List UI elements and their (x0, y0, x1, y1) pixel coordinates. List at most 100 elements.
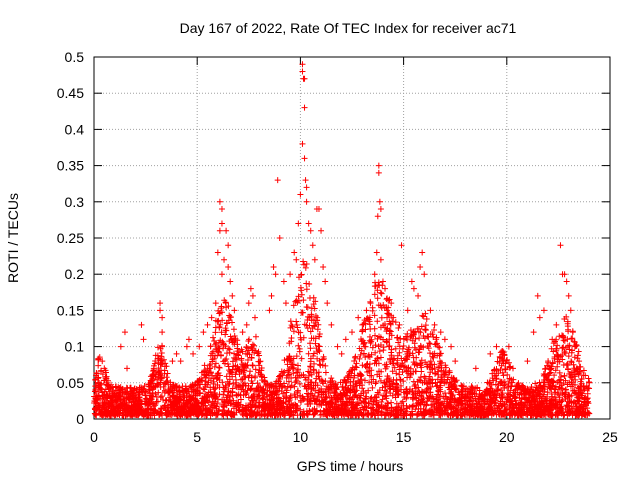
data-point-marker (310, 352, 317, 359)
data-point-marker (398, 400, 405, 407)
data-point-marker (560, 333, 567, 340)
data-point-marker (568, 392, 575, 399)
data-point-marker (446, 379, 453, 386)
data-point-marker (386, 311, 393, 318)
data-point-marker (183, 343, 190, 350)
data-point-marker (372, 342, 379, 349)
data-point-marker (212, 341, 219, 348)
data-point-marker (276, 399, 283, 406)
data-point-marker (505, 383, 512, 390)
data-point-marker (307, 340, 314, 347)
data-point-marker (386, 296, 393, 303)
data-point-marker (473, 411, 480, 418)
data-point-marker (505, 359, 512, 366)
data-point-marker (232, 371, 239, 378)
data-point-marker (582, 372, 589, 379)
data-point-marker (546, 379, 553, 386)
data-point-marker (283, 389, 290, 396)
data-point-marker (362, 343, 369, 350)
data-point-marker (95, 362, 102, 369)
data-point-marker (157, 307, 164, 314)
data-point-marker (388, 404, 395, 411)
data-point-marker (223, 356, 230, 363)
data-point-marker (157, 394, 164, 401)
data-point-marker (294, 412, 301, 419)
data-point-marker (412, 381, 419, 388)
data-point-marker (364, 315, 371, 322)
data-point-marker (200, 329, 207, 336)
data-point-marker (379, 278, 386, 285)
data-point-marker (206, 365, 213, 372)
data-point-marker (307, 363, 314, 370)
data-point-marker (229, 411, 236, 418)
data-point-marker (363, 307, 370, 314)
data-point-marker (512, 394, 519, 401)
data-point-marker (430, 354, 437, 361)
data-point-marker (150, 384, 157, 391)
y-tick-label: 0.1 (65, 339, 85, 355)
data-point-marker (159, 343, 166, 350)
data-point-marker (231, 307, 238, 314)
data-point-marker (410, 391, 417, 398)
data-point-marker (277, 372, 284, 379)
data-point-marker (360, 340, 367, 347)
data-point-marker (131, 385, 138, 392)
data-point-marker (184, 399, 191, 406)
data-point-marker (225, 263, 232, 270)
data-point-marker (274, 177, 281, 184)
data-point-marker (148, 392, 155, 399)
data-point-marker (419, 249, 426, 256)
data-point-marker (403, 395, 410, 402)
data-point-marker (249, 380, 256, 387)
data-point-marker (413, 395, 420, 402)
data-point-marker (166, 389, 173, 396)
data-point-marker (303, 280, 310, 287)
data-point-marker (411, 340, 418, 347)
data-point-marker (224, 392, 231, 399)
data-point-marker (328, 321, 335, 328)
data-point-marker (116, 388, 123, 395)
data-point-marker (410, 285, 417, 292)
data-point-marker (516, 391, 523, 398)
data-point-marker (584, 390, 591, 397)
data-point-marker (573, 411, 580, 418)
data-point-marker (234, 351, 241, 358)
data-point-marker (133, 407, 140, 414)
data-point-marker (377, 354, 384, 361)
data-point-marker (171, 407, 178, 414)
data-point-marker (436, 358, 443, 365)
data-point-marker (288, 338, 295, 345)
data-point-marker (535, 402, 542, 409)
data-point-marker (182, 403, 189, 410)
data-point-marker (563, 313, 570, 320)
data-point-marker (347, 389, 354, 396)
data-point-marker (315, 373, 322, 380)
data-point-marker (299, 61, 306, 68)
data-point-marker (571, 354, 578, 361)
data-point-marker (101, 365, 108, 372)
data-point-marker (106, 412, 113, 419)
data-point-marker (215, 345, 222, 352)
data-point-marker (377, 256, 384, 263)
data-point-marker (353, 380, 360, 387)
data-point-marker (431, 321, 438, 328)
data-point-marker (438, 364, 445, 371)
data-point-marker (293, 369, 300, 376)
data-point-marker (262, 406, 269, 413)
data-point-marker (544, 408, 551, 415)
data-point-marker (368, 338, 375, 345)
data-point-marker (313, 345, 320, 352)
data-point-marker (316, 357, 323, 364)
data-point-marker (245, 406, 252, 413)
data-point-marker (428, 361, 435, 368)
data-point-marker (290, 370, 297, 377)
data-point-marker (469, 406, 476, 413)
data-point-marker (386, 318, 393, 325)
data-point-marker (399, 345, 406, 352)
data-point-marker (145, 381, 152, 388)
data-point-marker (501, 407, 508, 414)
data-point-marker (419, 379, 426, 386)
data-point-marker (357, 378, 364, 385)
data-point-marker (95, 379, 102, 386)
data-point-marker (285, 398, 292, 405)
